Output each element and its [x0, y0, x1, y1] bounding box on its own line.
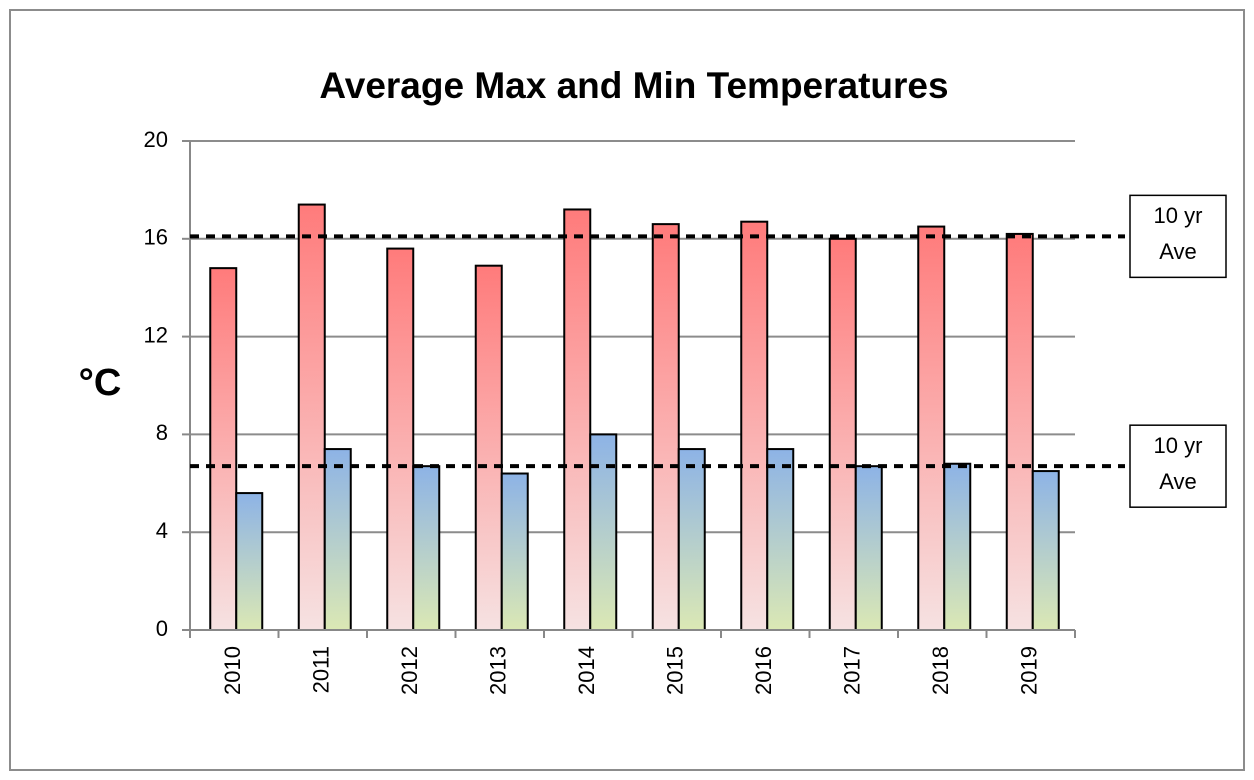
bar	[766, 448, 795, 631]
x-tick-label: 2019	[1017, 646, 1042, 695]
bar	[563, 208, 592, 632]
x-tick-label: 2011	[309, 646, 334, 693]
bar	[474, 264, 503, 631]
y-tick-label: 16	[144, 225, 168, 250]
y-tick-label: 12	[144, 322, 168, 347]
bar	[828, 237, 857, 632]
x-tick-label: 2016	[751, 646, 776, 695]
frame	[9, 9, 1245, 771]
y-axis-label: °C	[79, 362, 122, 404]
bar	[412, 465, 441, 631]
x-tick-label: 2013	[486, 646, 511, 695]
x-tick-label: 2018	[928, 646, 953, 695]
bar	[589, 433, 618, 631]
bar	[323, 448, 352, 631]
bar	[677, 448, 706, 631]
reference-label-box	[1129, 194, 1227, 279]
y-tick-label: 4	[156, 518, 168, 543]
bar	[740, 220, 769, 631]
reference-label-box	[1129, 424, 1227, 508]
bar	[651, 223, 680, 631]
x-tick-label: 2015	[663, 646, 688, 695]
bar	[1031, 470, 1060, 632]
reference-label: Ave	[1159, 239, 1197, 264]
bar	[943, 462, 972, 631]
y-tick-label: 20	[144, 127, 168, 152]
reference-label: Ave	[1159, 469, 1197, 494]
bar	[1005, 232, 1034, 631]
x-tick-label: 2012	[397, 646, 422, 695]
bar	[500, 472, 529, 631]
reference-label: 10 yr	[1154, 203, 1203, 228]
bar	[235, 492, 264, 631]
bar	[297, 203, 326, 631]
bar	[209, 267, 238, 631]
y-tick-label: 8	[156, 420, 168, 445]
y-tick-label: 0	[156, 616, 168, 641]
bar	[917, 225, 946, 631]
bar	[854, 465, 883, 631]
x-tick-label: 2014	[574, 646, 599, 695]
x-tick-label: 2010	[220, 646, 245, 695]
chart-title: Average Max and Min Temperatures	[319, 65, 948, 106]
reference-label: 10 yr	[1154, 433, 1203, 458]
x-tick-label: 2017	[840, 646, 865, 695]
bar	[386, 247, 415, 632]
